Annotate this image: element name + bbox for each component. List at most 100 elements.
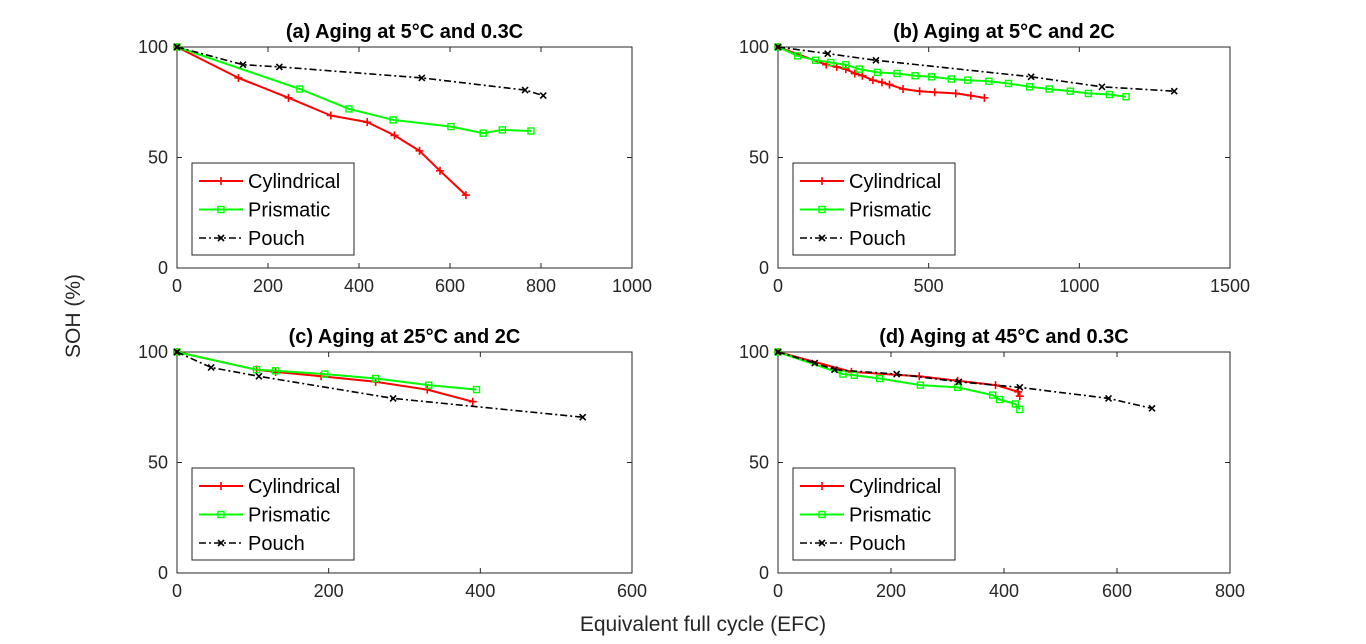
series-prismatic-point xyxy=(893,69,901,78)
series-prismatic-point xyxy=(995,395,1004,404)
series-pouch-line xyxy=(176,46,544,97)
series-pouch-point xyxy=(774,43,782,51)
series-prismatic-point xyxy=(985,77,993,85)
legend-label-cylindrical: Cylindrical xyxy=(849,476,941,498)
series-prismatic-point xyxy=(873,68,882,77)
series-prismatic-point xyxy=(498,126,507,134)
series-cylindrical xyxy=(774,43,989,102)
series-pouch-point xyxy=(1104,394,1113,402)
series-cylindrical-point xyxy=(930,88,939,97)
legend-marker-prismatic xyxy=(217,205,225,214)
series-cylindrical-point xyxy=(468,397,477,406)
series-prismatic-point xyxy=(389,116,397,124)
x-tick-label: 400 xyxy=(989,581,1019,601)
figure-xlabel: Equivalent full cycle (EFC) xyxy=(580,613,826,636)
y-tick-label: 0 xyxy=(759,258,769,278)
series-pouch-point xyxy=(389,394,397,402)
series-cylindrical-point xyxy=(363,118,372,127)
series-pouch-point xyxy=(418,74,426,82)
x-tick-label: 1000 xyxy=(1059,276,1099,296)
series-prismatic-point xyxy=(1011,400,1019,408)
legend-marker-pouch xyxy=(217,234,225,242)
series-prismatic-point xyxy=(345,105,353,113)
legend-marker-pouch xyxy=(818,539,826,547)
x-tick-label: 800 xyxy=(1215,581,1245,601)
x-tick-label: 200 xyxy=(314,581,344,601)
legend-label-pouch: Pouch xyxy=(849,533,906,555)
series-pouch-point xyxy=(955,378,963,386)
legend-label-prismatic: Prismatic xyxy=(248,200,330,222)
series-pouch-point xyxy=(207,363,215,372)
legend-label-cylindrical: Cylindrical xyxy=(248,476,340,498)
panel-2: 0 500 1000 1500 0 50 100 (b) Aging at 5°C and 2… xyxy=(739,21,1250,296)
series-cylindrical-point xyxy=(435,166,444,175)
x-tick-label: 400 xyxy=(344,276,374,296)
y-tick-label: 50 xyxy=(148,453,168,473)
series-prismatic-point xyxy=(964,76,972,84)
series-cylindrical-point xyxy=(841,65,850,74)
legend-marker-cylindrical xyxy=(217,482,225,490)
series-cylindrical-point xyxy=(415,146,424,155)
series-pouch-point xyxy=(1027,73,1035,81)
series-prismatic-point xyxy=(916,381,925,389)
y-tick-label: 0 xyxy=(759,563,769,583)
legend-label-cylindrical: Cylindrical xyxy=(248,171,340,193)
series-prismatic-point xyxy=(527,127,535,135)
series-cylindrical-point xyxy=(868,76,877,85)
series-cylindrical-point xyxy=(850,69,859,78)
series-prismatic-point xyxy=(425,381,433,389)
series-pouch-point xyxy=(173,43,181,51)
series-prismatic-point xyxy=(1025,83,1034,91)
series-cylindrical-point xyxy=(899,84,908,93)
panel-title: (a) Aging at 5°C and 0.3C xyxy=(286,21,523,43)
series-prismatic-point xyxy=(1122,93,1130,101)
series-prismatic-point xyxy=(1066,87,1074,95)
series-prismatic-point xyxy=(479,129,487,137)
series-cylindrical-point xyxy=(915,87,924,96)
series-pouch-point xyxy=(774,348,782,356)
series-pouch xyxy=(774,348,1156,412)
series-pouch-point xyxy=(830,366,839,374)
x-tick-label: 0 xyxy=(773,276,783,296)
series-prismatic-point xyxy=(811,56,820,64)
x-tick-label: 0 xyxy=(172,581,182,601)
legend-label-prismatic: Prismatic xyxy=(849,200,931,222)
series-prismatic-point xyxy=(876,374,884,383)
series-pouch-point xyxy=(539,92,547,100)
x-tick-label: 0 xyxy=(773,581,783,601)
series-pouch-point xyxy=(239,61,247,69)
x-tick-label: 500 xyxy=(914,276,944,296)
y-tick-label: 100 xyxy=(138,37,168,57)
series-cylindrical-point xyxy=(461,191,470,200)
legend-marker-pouch xyxy=(217,539,225,547)
series-pouch-point xyxy=(275,63,283,71)
panel-title: (b) Aging at 5°C and 2C xyxy=(893,21,1115,43)
series-pouch-line xyxy=(777,46,1175,92)
series-pouch-point xyxy=(579,413,587,421)
legend-marker-cylindrical xyxy=(818,482,826,490)
series-cylindrical-point xyxy=(326,111,335,120)
panel-title: (d) Aging at 45°C and 0.3C xyxy=(879,326,1129,348)
series-prismatic-point xyxy=(842,60,850,69)
y-tick-label: 100 xyxy=(739,37,769,57)
series-cylindrical-point xyxy=(1015,392,1024,401)
series-pouch-point xyxy=(1098,83,1106,91)
series-prismatic-point xyxy=(1105,90,1114,99)
y-tick-label: 100 xyxy=(739,342,769,362)
x-tick-label: 600 xyxy=(617,581,647,601)
series-pouch-point xyxy=(1148,404,1156,412)
series-pouch-point xyxy=(824,50,832,58)
series-prismatic-point xyxy=(1016,405,1024,414)
series-prismatic-point xyxy=(472,385,481,394)
legend-marker-cylindrical xyxy=(217,177,225,185)
series-cylindrical-point xyxy=(390,131,399,140)
legend-label-prismatic: Prismatic xyxy=(248,505,330,527)
series-prismatic-point xyxy=(321,370,329,378)
series-pouch-point xyxy=(255,372,263,380)
series-pouch-point xyxy=(893,370,901,378)
series-cylindrical-point xyxy=(877,78,886,87)
series-prismatic-point xyxy=(927,73,936,81)
series-prismatic-point xyxy=(989,391,997,399)
series-prismatic-point xyxy=(1045,85,1053,93)
series-prismatic xyxy=(173,348,481,394)
